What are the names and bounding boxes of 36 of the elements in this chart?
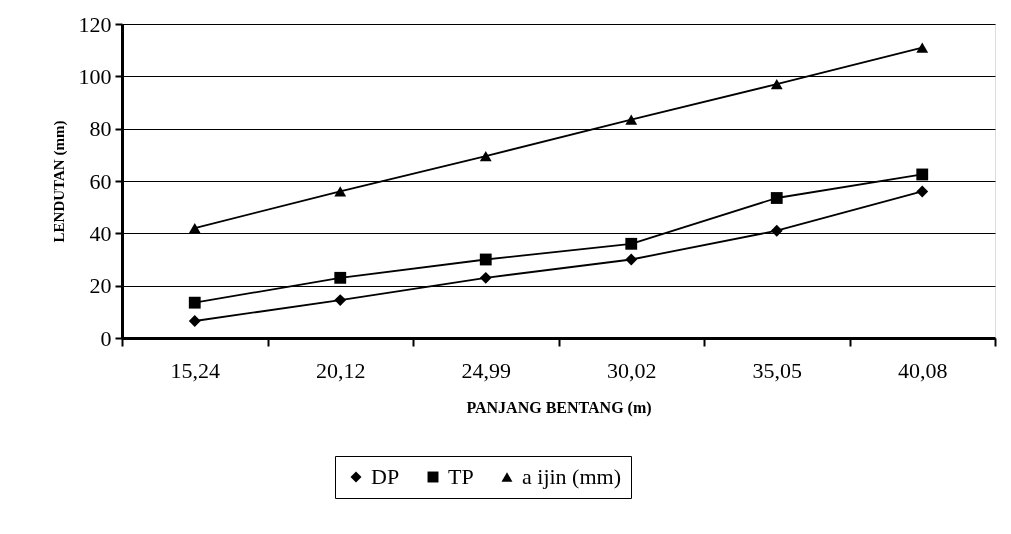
point [770, 224, 783, 237]
point [334, 271, 347, 284]
point [479, 253, 492, 266]
point [916, 168, 929, 181]
point [625, 237, 638, 250]
legend-label: DP [371, 464, 400, 489]
x-tick-label: 20,12 [316, 357, 366, 383]
point [625, 253, 638, 266]
x-tick-label: 24,99 [461, 357, 511, 383]
y-tick-label: 80 [89, 116, 112, 142]
point [770, 79, 783, 90]
point [770, 192, 783, 204]
point [334, 186, 347, 197]
point [479, 151, 492, 162]
point [916, 42, 929, 53]
point [916, 185, 929, 198]
legend-label: a ijin (mm) [522, 464, 621, 489]
y-tick-label: 60 [89, 168, 112, 194]
y-tick-label: 40 [89, 220, 112, 246]
y-tick-label: 20 [89, 273, 112, 299]
point [188, 315, 201, 327]
x-axis-title: PANJANG BENTANG (m) [466, 398, 652, 417]
x-tick-label: 15,24 [170, 357, 220, 383]
point [479, 271, 492, 284]
x-tick-label: 30,02 [607, 357, 657, 383]
point [625, 114, 638, 125]
legend-label: TP [448, 464, 474, 489]
x-tick-label: 35,05 [752, 357, 802, 383]
point [334, 294, 347, 306]
point [188, 222, 201, 234]
x-tick-label: 40,08 [898, 357, 948, 383]
y-tick-label: 0 [100, 325, 112, 351]
point [188, 296, 201, 309]
y-axis-title: LENDUTAN (mm) [50, 120, 68, 243]
y-tick-label: 100 [78, 63, 112, 89]
y-tick-label: 120 [78, 11, 112, 37]
